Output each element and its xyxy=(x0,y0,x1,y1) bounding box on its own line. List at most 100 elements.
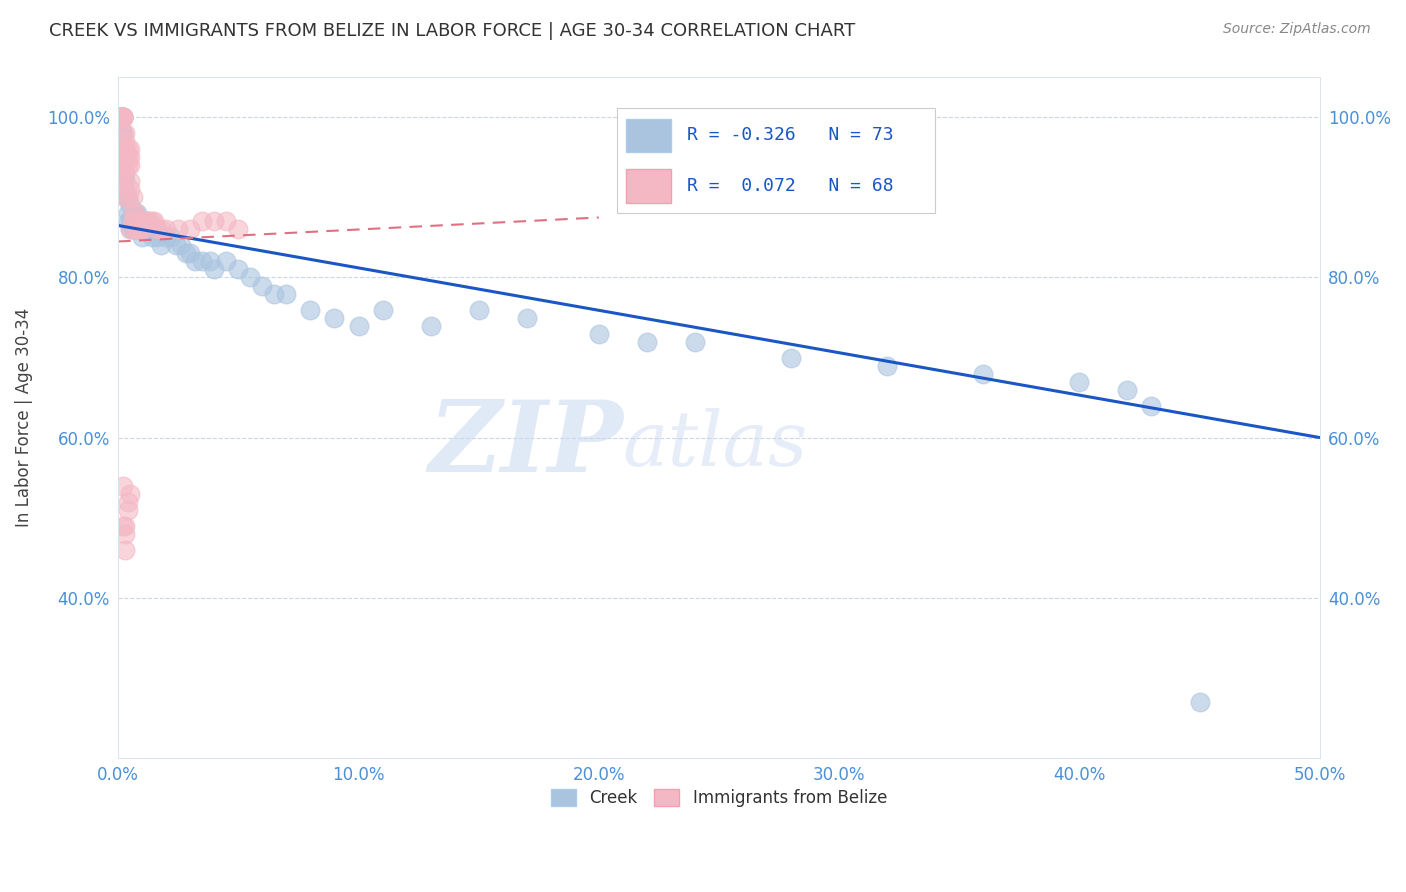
Point xyxy=(120,143,142,157)
Point xyxy=(145,222,167,236)
Point xyxy=(117,502,139,516)
Point xyxy=(131,222,153,236)
Point xyxy=(112,143,135,157)
Point xyxy=(110,111,132,125)
Point xyxy=(145,222,167,236)
Point xyxy=(128,222,150,236)
Point xyxy=(191,254,214,268)
Point xyxy=(112,111,135,125)
Point xyxy=(239,270,262,285)
Point xyxy=(112,111,135,125)
Point xyxy=(120,159,142,173)
Point xyxy=(114,135,136,149)
Point xyxy=(121,206,143,220)
Point xyxy=(131,230,153,244)
Point xyxy=(467,302,489,317)
Point xyxy=(323,310,346,325)
Point xyxy=(127,214,149,228)
Point xyxy=(136,214,159,228)
Point xyxy=(110,166,132,180)
Point xyxy=(228,262,250,277)
Point xyxy=(228,222,250,236)
Point xyxy=(124,206,146,220)
Point xyxy=(117,214,139,228)
Point xyxy=(120,214,142,228)
Point xyxy=(114,166,136,180)
Point xyxy=(215,254,238,268)
Point xyxy=(145,230,167,244)
Point xyxy=(131,222,153,236)
Point xyxy=(134,214,156,228)
Point xyxy=(120,174,142,188)
Text: CREEK VS IMMIGRANTS FROM BELIZE IN LABOR FORCE | AGE 30-34 CORRELATION CHART: CREEK VS IMMIGRANTS FROM BELIZE IN LABOR… xyxy=(49,22,855,40)
Point xyxy=(131,214,153,228)
Point xyxy=(120,486,142,500)
Point xyxy=(191,214,214,228)
Point xyxy=(112,159,135,173)
Point xyxy=(263,286,285,301)
Point xyxy=(419,318,441,333)
Point xyxy=(1188,695,1211,709)
Point xyxy=(179,222,201,236)
Point xyxy=(876,359,898,373)
Point xyxy=(110,111,132,125)
Point xyxy=(110,151,132,165)
Point xyxy=(112,182,135,196)
Point xyxy=(110,111,132,125)
Point xyxy=(117,190,139,204)
Point xyxy=(114,143,136,157)
Point xyxy=(972,367,994,381)
Point xyxy=(120,198,142,212)
Point xyxy=(110,111,132,125)
Text: ZIP: ZIP xyxy=(427,397,623,493)
Point xyxy=(110,111,132,125)
Point xyxy=(202,262,225,277)
Point xyxy=(112,127,135,141)
Point xyxy=(121,214,143,228)
Point xyxy=(636,334,658,349)
Point xyxy=(112,166,135,180)
Point xyxy=(124,206,146,220)
Point xyxy=(136,214,159,228)
Point xyxy=(112,111,135,125)
Point xyxy=(128,214,150,228)
Point xyxy=(127,222,149,236)
Point xyxy=(110,111,132,125)
Point xyxy=(150,238,173,252)
Point xyxy=(127,206,149,220)
Point xyxy=(114,190,136,204)
Point xyxy=(112,111,135,125)
Point xyxy=(110,111,132,125)
Point xyxy=(121,222,143,236)
Point xyxy=(121,190,143,204)
Point xyxy=(117,494,139,508)
Point xyxy=(1140,399,1163,413)
Point xyxy=(167,222,190,236)
Point xyxy=(114,526,136,541)
Point xyxy=(112,127,135,141)
Point xyxy=(127,222,149,236)
Point xyxy=(114,542,136,557)
Y-axis label: In Labor Force | Age 30-34: In Labor Force | Age 30-34 xyxy=(15,308,32,527)
Point xyxy=(110,111,132,125)
Point xyxy=(128,222,150,236)
Point xyxy=(114,174,136,188)
Point xyxy=(112,111,135,125)
Point xyxy=(112,111,135,125)
Point xyxy=(117,151,139,165)
Point xyxy=(120,222,142,236)
Point xyxy=(276,286,298,301)
Point xyxy=(117,143,139,157)
Point xyxy=(516,310,538,325)
Point xyxy=(112,151,135,165)
Point xyxy=(1069,375,1091,389)
Point xyxy=(120,222,142,236)
Point xyxy=(110,127,132,141)
Point xyxy=(114,151,136,165)
Point xyxy=(136,222,159,236)
Point xyxy=(124,222,146,236)
Point xyxy=(1116,383,1139,397)
Point xyxy=(110,159,132,173)
Point xyxy=(127,214,149,228)
Point xyxy=(114,518,136,533)
